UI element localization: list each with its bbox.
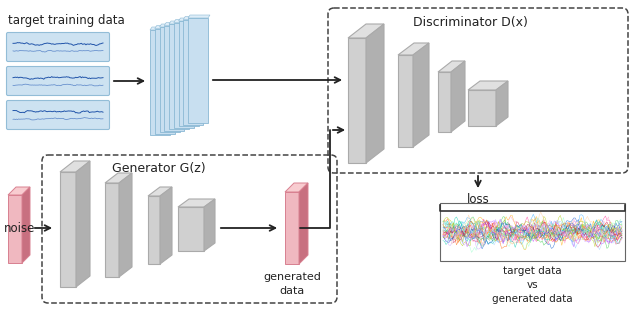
Polygon shape xyxy=(22,187,30,263)
Polygon shape xyxy=(105,183,119,277)
FancyBboxPatch shape xyxy=(6,67,109,96)
Polygon shape xyxy=(366,24,384,163)
Polygon shape xyxy=(159,24,182,27)
Polygon shape xyxy=(178,207,204,251)
Polygon shape xyxy=(173,23,194,128)
Polygon shape xyxy=(179,21,198,126)
Polygon shape xyxy=(183,20,204,125)
Polygon shape xyxy=(148,196,160,264)
Polygon shape xyxy=(468,81,508,90)
Polygon shape xyxy=(438,72,451,132)
Text: target training data: target training data xyxy=(8,14,125,27)
Polygon shape xyxy=(178,199,215,207)
Polygon shape xyxy=(150,27,172,30)
Text: Generator G(z): Generator G(z) xyxy=(112,162,205,175)
Polygon shape xyxy=(438,61,465,72)
Polygon shape xyxy=(204,199,215,251)
FancyBboxPatch shape xyxy=(6,33,109,62)
Text: noise: noise xyxy=(4,222,35,234)
Polygon shape xyxy=(188,18,208,123)
Polygon shape xyxy=(60,161,90,172)
Polygon shape xyxy=(188,15,210,18)
Polygon shape xyxy=(159,27,179,132)
Polygon shape xyxy=(179,18,200,21)
Polygon shape xyxy=(451,61,465,132)
Text: generated
data: generated data xyxy=(263,272,321,296)
Text: loss: loss xyxy=(467,193,490,206)
Polygon shape xyxy=(164,25,184,130)
Polygon shape xyxy=(299,183,308,264)
Text: Discriminator D(x): Discriminator D(x) xyxy=(413,16,528,29)
Polygon shape xyxy=(285,183,308,192)
Polygon shape xyxy=(76,161,90,287)
Polygon shape xyxy=(413,43,429,147)
Polygon shape xyxy=(164,23,186,25)
Polygon shape xyxy=(285,192,299,264)
Polygon shape xyxy=(60,172,76,287)
FancyBboxPatch shape xyxy=(6,100,109,129)
Polygon shape xyxy=(105,173,132,183)
Polygon shape xyxy=(148,187,172,196)
Polygon shape xyxy=(398,55,413,147)
Polygon shape xyxy=(150,30,170,135)
Polygon shape xyxy=(8,195,22,263)
Polygon shape xyxy=(119,173,132,277)
Polygon shape xyxy=(169,24,189,129)
Polygon shape xyxy=(348,24,384,38)
Polygon shape xyxy=(155,29,175,134)
Text: target data
vs
generated data: target data vs generated data xyxy=(492,266,573,304)
Polygon shape xyxy=(398,43,429,55)
Polygon shape xyxy=(173,20,196,23)
Polygon shape xyxy=(496,81,508,126)
Polygon shape xyxy=(348,38,366,163)
Polygon shape xyxy=(155,25,177,29)
Polygon shape xyxy=(183,16,205,20)
Polygon shape xyxy=(8,187,30,195)
Polygon shape xyxy=(468,90,496,126)
Polygon shape xyxy=(169,21,191,24)
FancyBboxPatch shape xyxy=(440,203,625,261)
Polygon shape xyxy=(160,187,172,264)
